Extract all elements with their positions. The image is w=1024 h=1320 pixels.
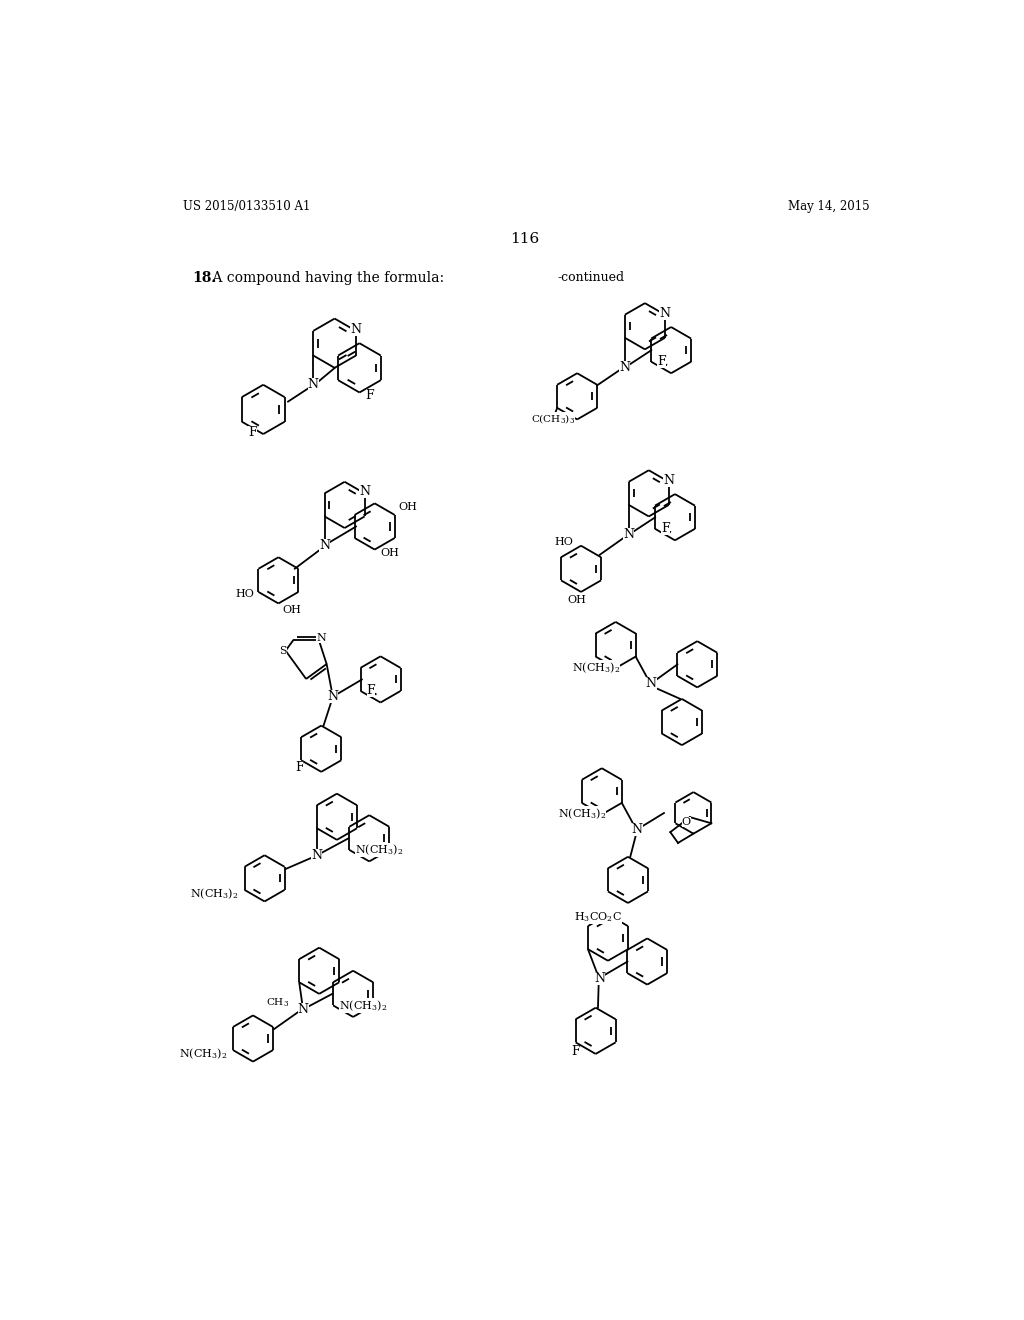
Text: $\mathregular{C(CH_3)_3}$: $\mathregular{C(CH_3)_3}$ [531,412,575,425]
Text: 18.: 18. [193,271,216,285]
Text: May 14, 2015: May 14, 2015 [788,199,869,213]
Text: -continued: -continued [558,271,625,284]
Text: F: F [295,762,304,775]
Text: N: N [664,474,674,487]
Text: N: N [620,360,631,374]
Text: $\mathregular{N(CH_3)_2}$: $\mathregular{N(CH_3)_2}$ [178,1047,227,1061]
Text: OH: OH [381,548,399,558]
Text: F: F [249,426,257,440]
Text: OH: OH [398,502,418,512]
Text: HO: HO [554,537,573,546]
Text: F: F [367,685,376,697]
Text: N: N [311,849,323,862]
Text: OH: OH [567,594,587,605]
Text: N: N [308,379,318,391]
Text: OH: OH [283,605,301,615]
Text: $\mathregular{CH_3}$: $\mathregular{CH_3}$ [266,997,289,1010]
Text: F: F [657,355,666,368]
Text: N: N [319,539,330,552]
Text: $\mathregular{N(CH_3)_2}$: $\mathregular{N(CH_3)_2}$ [571,660,620,675]
Text: N: N [659,306,671,319]
Text: 116: 116 [510,232,540,247]
Text: US 2015/0133510 A1: US 2015/0133510 A1 [183,199,310,213]
Text: F: F [571,1045,580,1059]
Text: N: N [328,690,338,702]
Text: N: N [594,972,605,985]
Text: $\mathregular{N(CH_3)_2}$: $\mathregular{N(CH_3)_2}$ [339,998,387,1012]
Text: F: F [366,389,374,403]
Text: N: N [632,824,643,837]
Text: N: N [298,1003,308,1016]
Text: A compound having the formula:: A compound having the formula: [208,271,443,285]
Text: HO: HO [236,589,255,599]
Text: $\mathregular{N(CH_3)_2}$: $\mathregular{N(CH_3)_2}$ [558,807,606,821]
Text: $\mathregular{H_3CO_2C}$: $\mathregular{H_3CO_2C}$ [573,909,622,924]
Text: $\mathregular{N(CH_3)_2}$: $\mathregular{N(CH_3)_2}$ [190,887,239,902]
Text: N: N [359,486,370,499]
Text: S: S [280,645,287,656]
Text: O: O [682,817,691,826]
Text: F: F [662,523,670,536]
Text: $\mathregular{N(CH_3)_2}$: $\mathregular{N(CH_3)_2}$ [355,842,403,857]
Text: N: N [350,323,361,335]
Text: N: N [316,634,326,643]
Text: N: N [624,528,634,541]
Text: N: N [645,677,656,690]
